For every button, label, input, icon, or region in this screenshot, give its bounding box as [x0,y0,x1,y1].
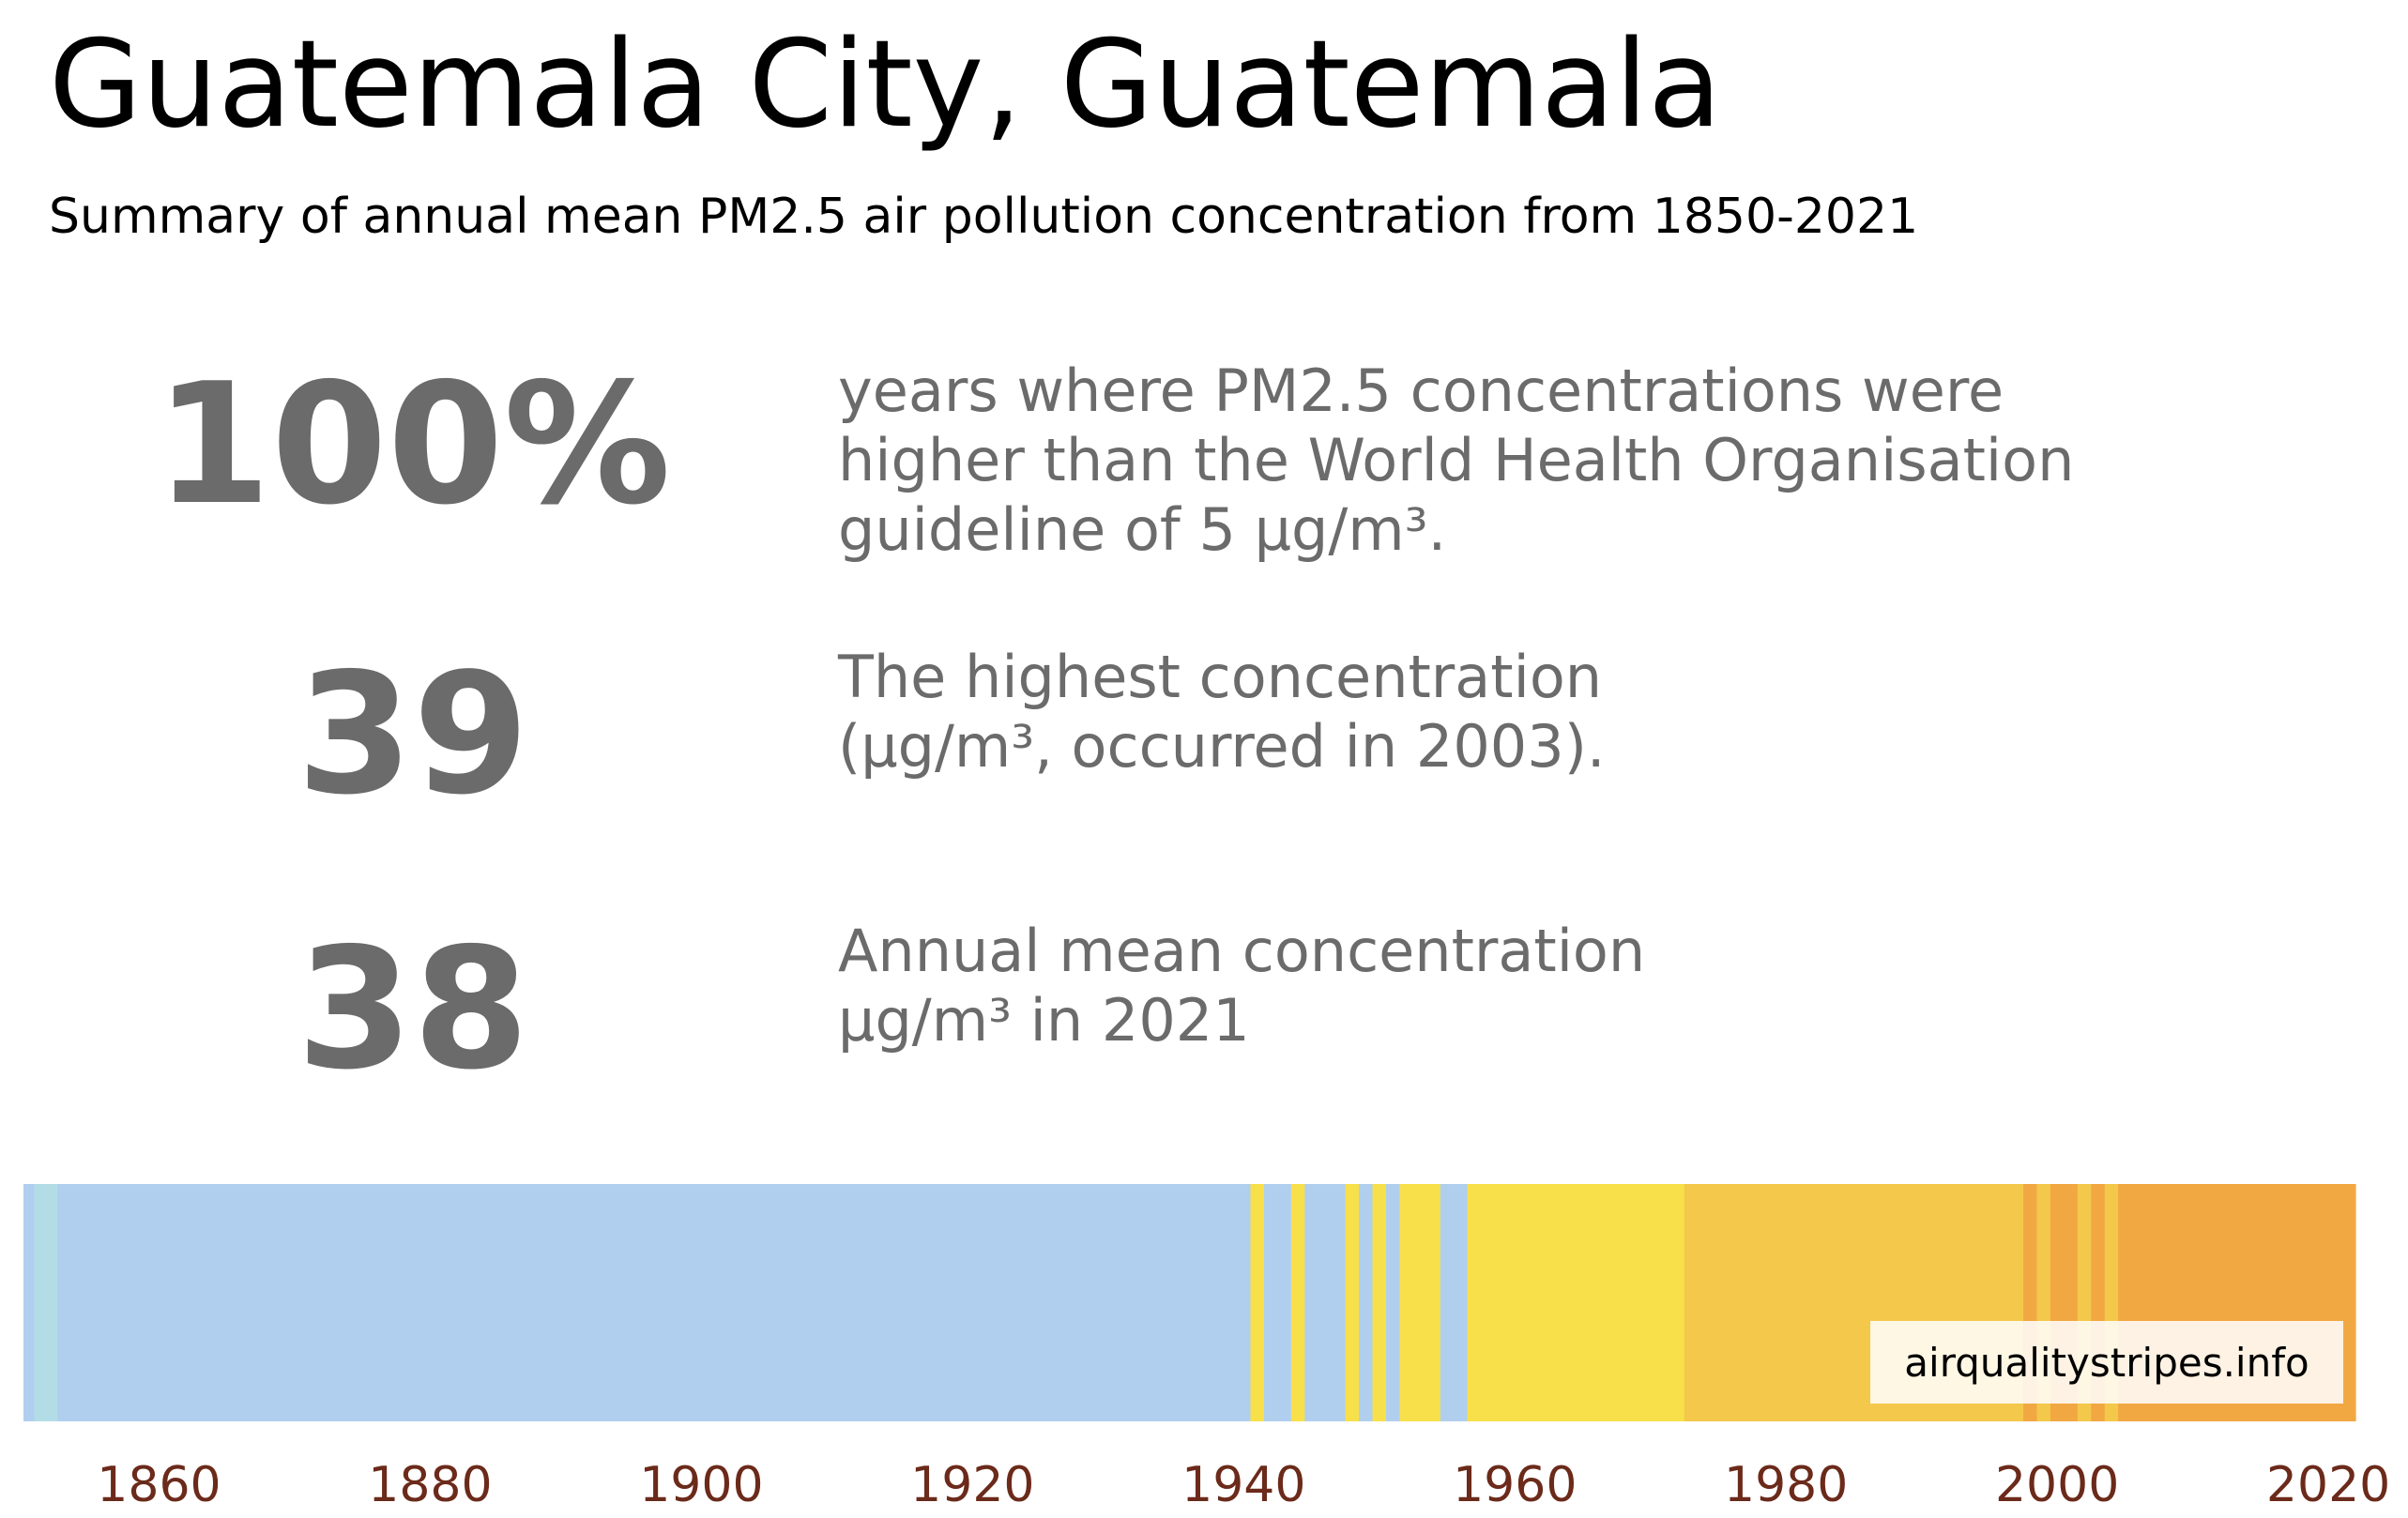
x-tick-label: 1920 [910,1457,1034,1513]
x-axis-ticks: 1860 1880 1900 1920 1940 1960 1980 2000 2020 [97,1457,2390,1513]
stripe-segment [1250,1184,1265,1421]
stripe-segment [23,1184,36,1421]
x-tick-label: 1960 [1453,1457,1577,1513]
x-tick-label: 1900 [639,1457,763,1513]
source-label: airqualitystripes.info [1904,1339,2309,1386]
stripe-segment [1290,1184,1305,1421]
stripe-segment [1467,1184,1685,1421]
stripe-segment [57,1184,1252,1421]
x-tick-label: 2000 [1995,1457,2119,1513]
stripe-segment [1304,1184,1347,1421]
stat-value-latest-concentration: 38 [297,912,529,1106]
page-subtitle: Summary of annual mean PM2.5 air polluti… [49,189,1919,245]
x-tick-label: 1940 [1181,1457,1305,1513]
stripe-segment [1440,1184,1469,1421]
x-tick-label: 1880 [368,1457,492,1513]
x-tick-label: 2020 [2266,1457,2390,1513]
stripe-segment [1345,1184,1360,1421]
page-title: Guatemala City, Guatemala [49,15,1722,155]
stat-desc-years-above-guideline: years where PM2.5 concentrations were hi… [838,357,2075,564]
source-label-box: airqualitystripes.info [1870,1321,2343,1404]
stripe-segment [1372,1184,1387,1421]
x-tick-label: 1980 [1724,1457,1848,1513]
stat-value-years-above-guideline: 100% [155,347,671,541]
stat-desc-highest-concentration: The highest concentration (µg/m³, occurr… [838,643,1606,781]
stripe-segment [1263,1184,1292,1421]
stripe-segment [1399,1184,1441,1421]
x-tick-label: 1860 [97,1457,221,1513]
stripe-segment [34,1184,58,1421]
stripe-segment [1385,1184,1401,1421]
stat-desc-latest-concentration: Annual mean concentration µg/m³ in 2021 [838,917,1646,1055]
stat-value-highest-concentration: 39 [297,637,529,831]
stripe-segment [1359,1184,1374,1421]
